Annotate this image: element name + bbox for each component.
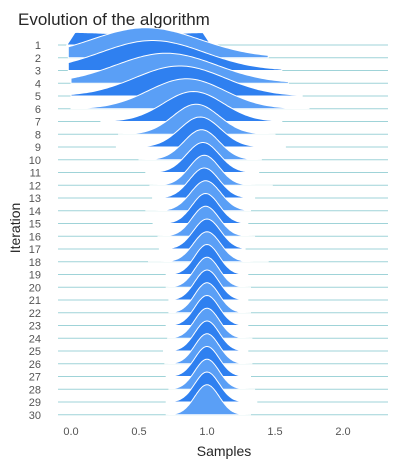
y-tick-label: 11 [30, 168, 41, 180]
y-tick-label: 18 [29, 257, 41, 269]
ridge-14 [145, 180, 251, 212]
y-tick-label: 25 [29, 346, 41, 358]
y-tick-label: 5 [35, 91, 41, 103]
y-tick-label: 20 [29, 282, 41, 294]
x-axis-label: Samples [197, 443, 251, 459]
y-tick-label: 29 [29, 397, 41, 409]
y-tick-label: 24 [29, 333, 41, 345]
chart-title: Evolution of the algorithm [18, 10, 210, 29]
y-tick-label: 12 [29, 180, 41, 192]
y-tick-label: 16 [29, 231, 41, 243]
ridge-30 [165, 384, 251, 416]
x-tick-label: 1.5 [267, 426, 282, 438]
y-tick-label: 23 [29, 321, 41, 333]
y-tick-label: 21 [29, 295, 41, 307]
y-tick-label: 19 [29, 270, 41, 282]
y-tick-label: 4 [35, 78, 41, 90]
ridges-group [58, 27, 388, 416]
y-tick-label: 22 [29, 308, 41, 320]
x-tick-label: 0.5 [131, 426, 146, 438]
ridge-12 [149, 154, 273, 186]
y-tick-label: 9 [35, 142, 41, 154]
y-tick-label: 13 [29, 193, 41, 205]
y-tick-label: 8 [35, 129, 41, 141]
y-tick-label: 15 [29, 219, 41, 231]
y-tick-label: 27 [29, 372, 41, 384]
x-tick-labels: 0.0 0.5 1.0 1.5 2.0 [63, 426, 350, 438]
y-tick-label: 1 [35, 40, 41, 52]
y-axis-label: Iteration [7, 203, 23, 254]
y-tick-label: 2 [35, 53, 41, 65]
y-tick-label: 3 [35, 66, 41, 78]
y-tick-labels: 1234567891011121314151617181920212223242… [29, 40, 41, 422]
y-tick-label: 14 [29, 206, 41, 218]
y-tick-label: 7 [35, 117, 41, 129]
y-tick-label: 17 [29, 244, 41, 256]
x-tick-label: 2.0 [335, 426, 350, 438]
y-tick-label: 28 [29, 384, 41, 396]
y-tick-label: 6 [35, 104, 41, 116]
x-tick-label: 1.0 [199, 426, 214, 438]
y-tick-label: 10 [29, 155, 41, 167]
y-tick-label: 30 [29, 410, 41, 422]
x-tick-label: 0.0 [63, 426, 78, 438]
y-tick-label: 26 [29, 359, 41, 371]
